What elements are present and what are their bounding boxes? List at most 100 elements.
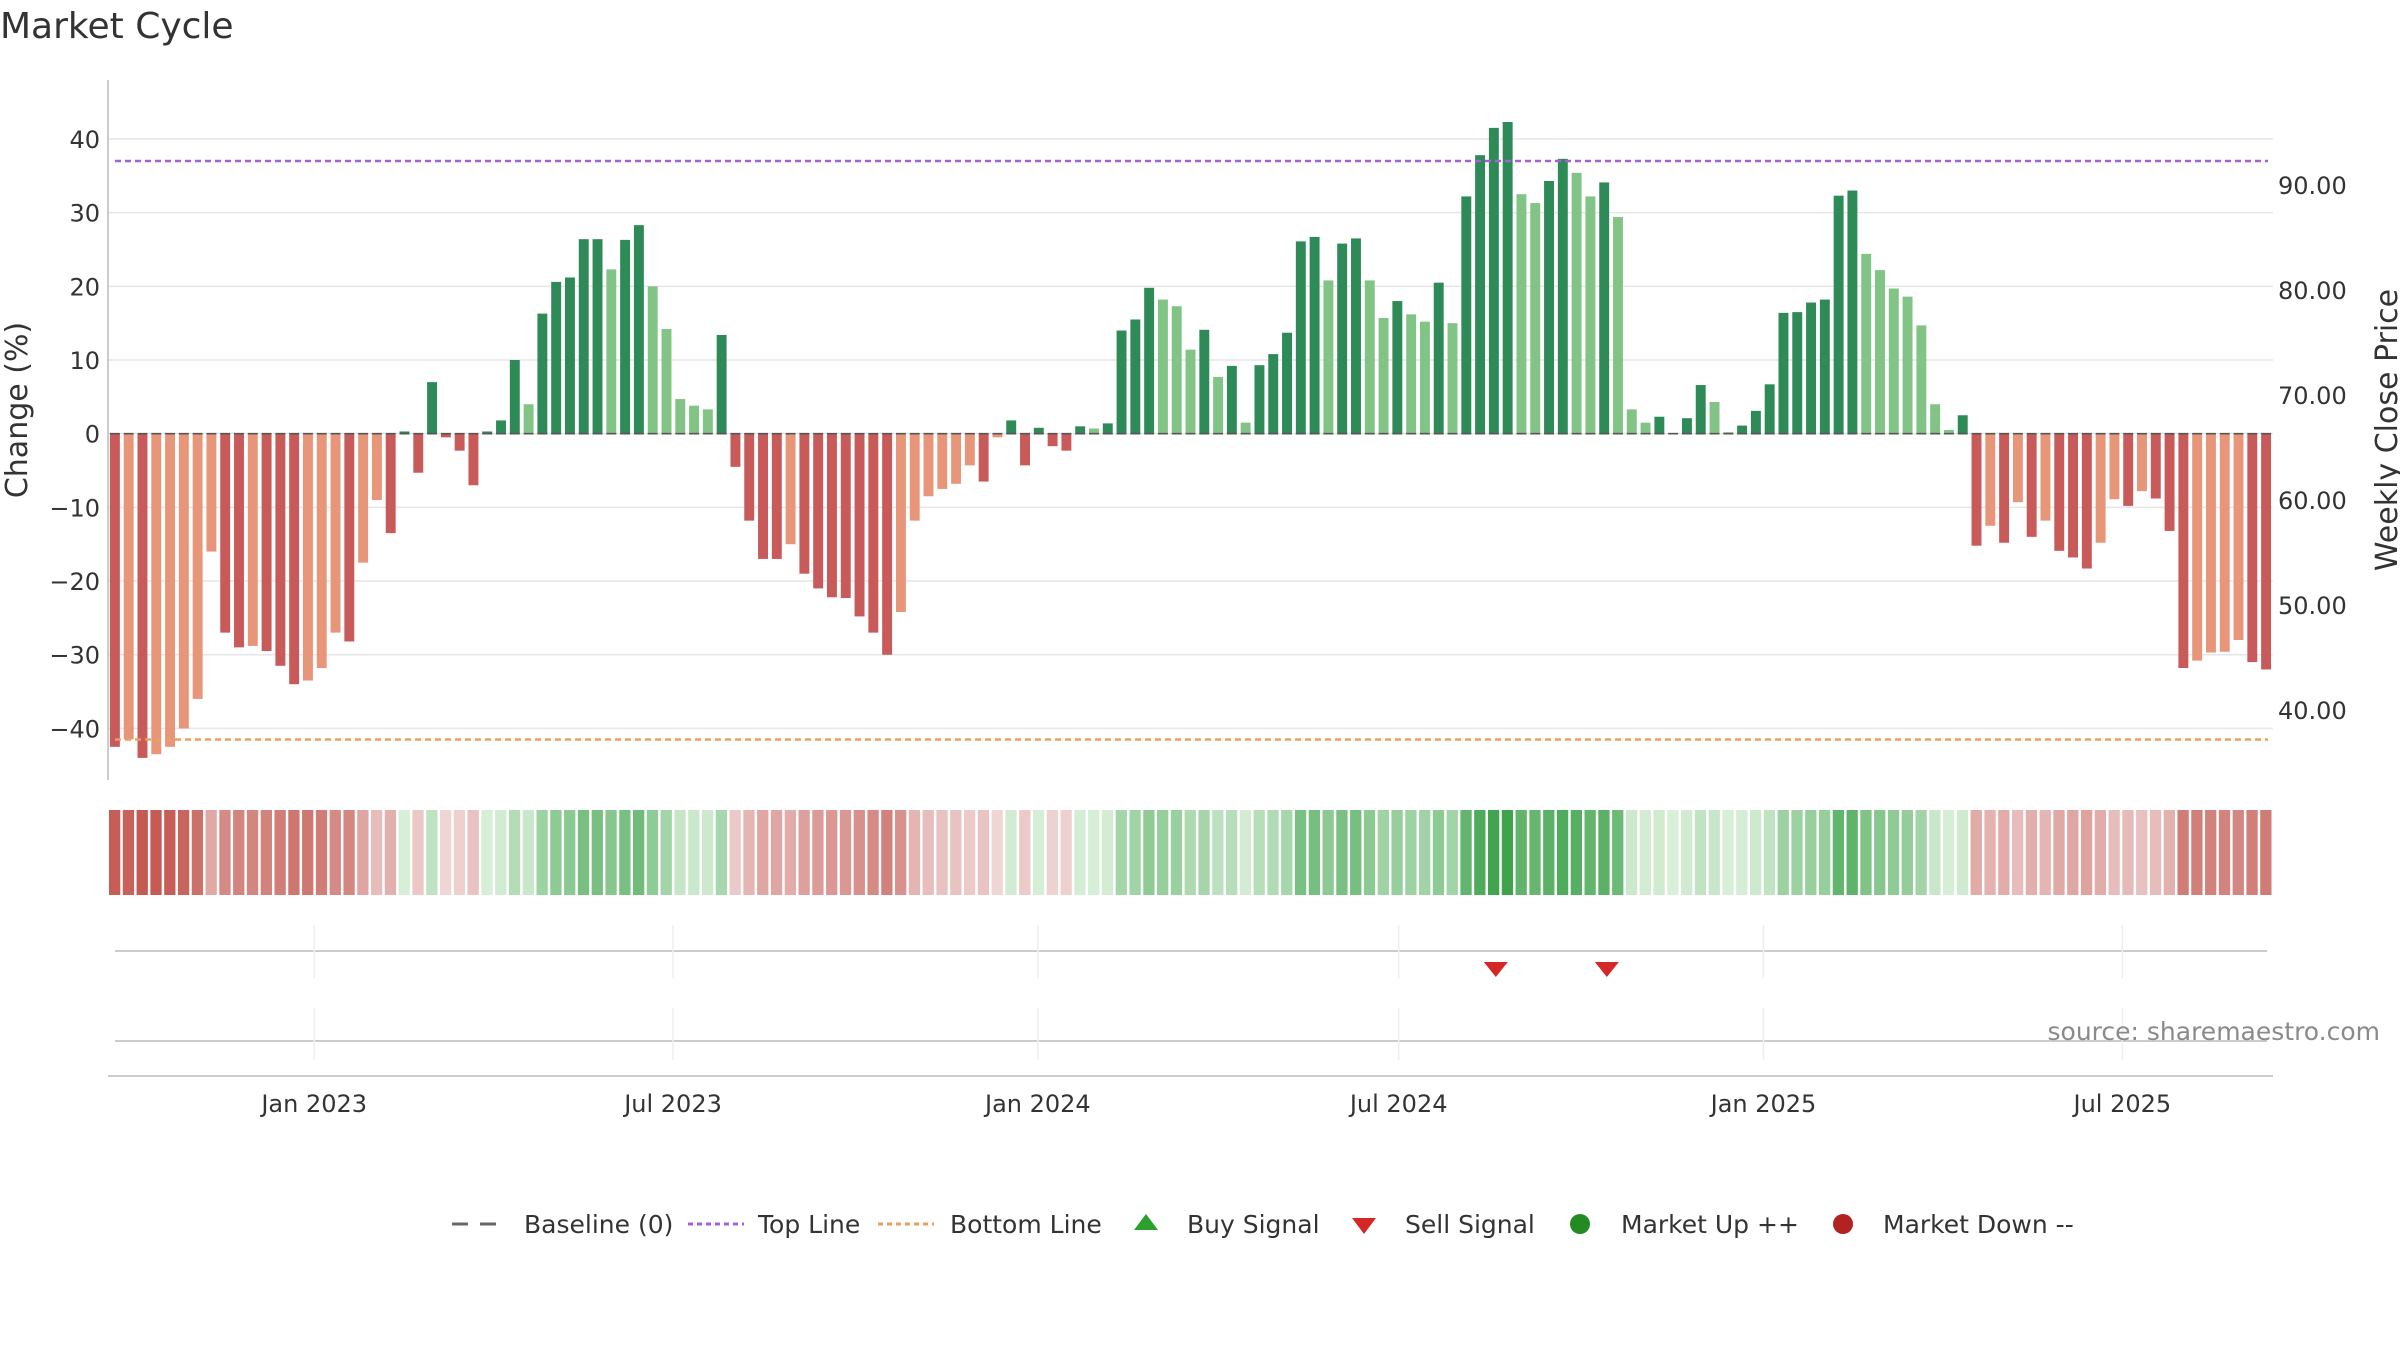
bar <box>606 269 617 434</box>
heat-cell <box>1294 810 1307 895</box>
bar <box>799 433 810 574</box>
bar <box>1819 299 1830 434</box>
heat-cell <box>991 810 1003 895</box>
y-tick-label: 0 <box>85 421 100 449</box>
heat-cell <box>2122 810 2134 895</box>
heat-cell <box>1101 810 1114 895</box>
bar <box>2233 433 2244 640</box>
bar <box>1599 182 1610 434</box>
bar <box>2205 433 2216 653</box>
heat-cell <box>481 810 493 895</box>
heat-cell <box>1805 810 1817 895</box>
heat-cell <box>1694 810 1707 895</box>
heat-cell <box>1350 810 1362 895</box>
bar <box>1240 422 1251 434</box>
heat-cell <box>936 810 948 895</box>
heat-cell <box>701 810 714 895</box>
heat-cell <box>950 810 962 895</box>
bar <box>1020 433 1030 466</box>
heat-cell <box>2094 810 2107 895</box>
bar <box>1033 427 1044 434</box>
heat-cell <box>2205 810 2217 895</box>
heat-cell <box>357 810 369 895</box>
heat-cell <box>1019 810 1031 895</box>
heat-cell <box>2025 810 2038 895</box>
x-tick-label: Jan 2023 <box>259 1090 367 1118</box>
heat-cell <box>1005 810 1017 895</box>
y2-tick-label: 80.00 <box>2278 277 2347 305</box>
bar <box>234 433 244 648</box>
heat-cell <box>1529 810 1541 895</box>
heat-cell <box>1143 810 1155 895</box>
heat-cell <box>2039 810 2051 895</box>
heat-cell <box>1887 810 1900 895</box>
heat-cell <box>591 810 603 895</box>
heat-cell <box>302 810 314 895</box>
bar <box>1006 420 1017 434</box>
heat-cell <box>1943 810 1955 895</box>
bar <box>2095 433 2106 543</box>
heat-cell <box>384 810 397 895</box>
bar <box>1309 236 1320 434</box>
bar <box>1957 415 1968 434</box>
heat-cell <box>1212 810 1224 895</box>
heat-cell <box>508 810 521 895</box>
bar <box>592 239 603 434</box>
bar <box>2012 433 2023 503</box>
bar <box>951 433 962 484</box>
heat-cell <box>1749 810 1762 895</box>
bar <box>1199 329 1210 434</box>
heat-cell <box>2191 810 2203 895</box>
bar <box>689 405 700 434</box>
legend-buy-icon <box>1134 1214 1158 1230</box>
heat-cell <box>922 810 934 895</box>
heat-cell <box>1681 810 1693 895</box>
bar <box>771 433 782 559</box>
bar <box>1213 376 1224 434</box>
bar <box>633 225 644 434</box>
bar <box>909 433 920 521</box>
heat-cell <box>1253 810 1265 895</box>
legend-item-market-down: Market Down -- <box>1833 1210 2074 1239</box>
sell-signal-marker <box>1594 962 1619 977</box>
bar <box>1157 299 1168 434</box>
heat-cell <box>963 810 976 895</box>
bar <box>289 433 300 685</box>
heat-cell <box>2011 810 2024 895</box>
bar <box>1654 416 1665 434</box>
heat-cell <box>564 810 576 895</box>
heat-cell <box>2080 810 2093 895</box>
heat-cell <box>1763 810 1776 895</box>
legend-baseline-label: Baseline (0) <box>524 1210 673 1239</box>
heat-cell <box>770 810 783 895</box>
bar <box>1971 433 1982 546</box>
y-tick-label: 10 <box>69 347 100 375</box>
heat-cell <box>1446 810 1458 895</box>
bar <box>1047 433 1058 447</box>
bar <box>1916 325 1927 434</box>
bar <box>1557 158 1568 434</box>
x-tick-label: Jul 2025 <box>2071 1090 2171 1118</box>
bar <box>330 433 341 633</box>
bar <box>1585 196 1596 434</box>
heat-cell <box>1225 810 1238 895</box>
bar <box>1875 270 1885 434</box>
x-tick-label: Jul 2023 <box>622 1090 722 1118</box>
bar <box>1254 365 1265 434</box>
heat-cell <box>1584 810 1596 895</box>
heat-cell <box>1929 810 1941 895</box>
heat-cell <box>715 810 728 895</box>
heat-cell <box>453 810 466 895</box>
heat-cell <box>826 810 838 895</box>
bar <box>675 399 686 434</box>
heat-cell <box>371 810 383 895</box>
bar <box>2026 433 2037 537</box>
bar <box>468 433 479 486</box>
bar <box>647 286 658 434</box>
legend-market-up-icon <box>1570 1214 1590 1234</box>
heat-cell <box>784 810 796 895</box>
legend-market-down-icon <box>1833 1214 1853 1234</box>
bar <box>1419 321 1430 434</box>
heat-cell <box>191 810 204 895</box>
